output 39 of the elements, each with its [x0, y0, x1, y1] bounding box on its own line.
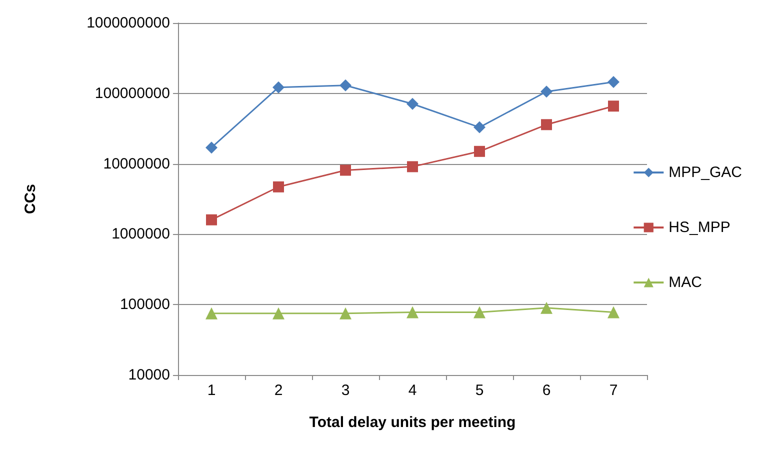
- y-tick-label: 100000: [120, 296, 170, 314]
- point: [608, 76, 620, 88]
- point: [273, 181, 284, 192]
- x-tick-label: 2: [274, 382, 283, 399]
- point: [474, 146, 485, 157]
- point: [206, 214, 217, 226]
- point: [340, 307, 352, 320]
- x-tick-label: 3: [341, 382, 350, 399]
- x-tick-label: 5: [475, 382, 484, 399]
- x-tick-label: 4: [408, 382, 417, 399]
- point: [340, 79, 352, 92]
- point: [474, 306, 486, 318]
- point: [540, 86, 552, 98]
- point: [474, 121, 486, 134]
- point: [406, 306, 418, 318]
- point: [407, 161, 418, 172]
- x-tick-label: 6: [542, 382, 551, 399]
- x-tick-label: 7: [609, 382, 618, 399]
- point: [608, 100, 619, 112]
- point: [206, 142, 218, 154]
- y-tick-label: 100000000: [94, 84, 170, 102]
- point: [272, 307, 284, 320]
- point: [540, 302, 552, 314]
- x-axis-title: Total delay units per meeting: [309, 414, 516, 431]
- point: [340, 164, 351, 176]
- point: [541, 119, 552, 130]
- point: [206, 307, 218, 320]
- legend-label: MAC: [668, 274, 702, 291]
- point: [272, 81, 284, 94]
- point: [406, 98, 418, 110]
- legend-label: MPP_GAC: [668, 164, 742, 181]
- point: [608, 306, 620, 318]
- x-tick-label: 1: [207, 382, 216, 399]
- legend-label: HS_MPP: [668, 219, 730, 236]
- y-tick-label: 1000000000: [86, 14, 170, 32]
- y-tick-label: 1000000: [112, 226, 170, 243]
- y-tick-label: 10000: [128, 366, 170, 384]
- y-tick-label: 10000000: [103, 155, 170, 172]
- y-axis-title: CCs: [22, 184, 39, 214]
